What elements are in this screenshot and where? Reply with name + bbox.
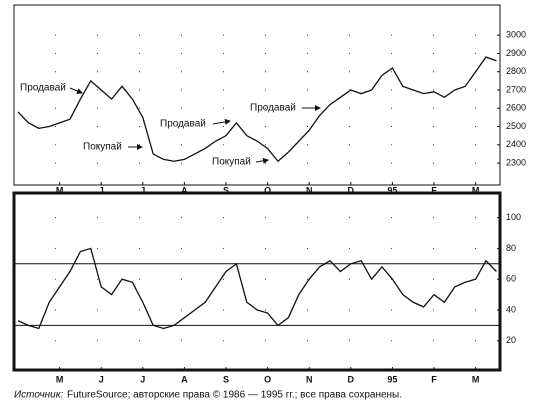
arrows (69, 87, 321, 164)
x-tick-label: D (348, 374, 355, 384)
x-tick-label: M (472, 185, 480, 195)
annotation: Покупай (83, 142, 122, 153)
x-tick-label: M (472, 374, 480, 384)
x-tick-label: J (140, 185, 145, 195)
y-tick-label: 40 (506, 304, 516, 314)
y-tick-label: 2700 (506, 84, 526, 94)
x-tick-label: D (348, 185, 355, 195)
y-tick-label: 3000 (506, 30, 526, 40)
y-tick-label: 80 (506, 243, 516, 253)
x-tick-label: M (56, 374, 64, 384)
x-tick-label: O (264, 374, 271, 384)
x-tick-label: S (223, 185, 229, 195)
x-tick-label: 95 (387, 374, 397, 384)
bottom-panel (12, 191, 502, 372)
annotation: Продавай (250, 103, 296, 114)
annotation: Покупай (212, 157, 251, 168)
x-tick-label: J (140, 374, 145, 384)
x-tick-label: S (223, 374, 229, 384)
y-tick-label: 2900 (506, 48, 526, 58)
x-tick-label: A (181, 374, 188, 384)
y-tick-label: 2600 (506, 103, 526, 113)
annotation: Продавай (20, 83, 66, 94)
y-tick-label: 60 (506, 274, 516, 284)
top-panel (13, 4, 501, 186)
x-tick-label: O (264, 185, 271, 195)
y-tick-label: 2400 (506, 139, 526, 149)
series-line (17, 247, 497, 330)
x-tick-label: 95 (387, 185, 397, 195)
x-tick-label: N (306, 185, 313, 195)
y-tick-label: 20 (506, 335, 516, 345)
x-tick-label: F (431, 185, 437, 195)
source-text: FutureSource; авторские права © 1986 — 1… (67, 390, 402, 401)
x-tick-label: F (431, 374, 437, 384)
y-tick-label: 2500 (506, 121, 526, 131)
series-line (17, 56, 497, 163)
y-tick-label: 2300 (506, 157, 526, 167)
x-tick-label: M (56, 185, 64, 195)
x-tick-label: J (99, 374, 104, 384)
x-tick-label: A (181, 185, 188, 195)
x-tick-label: N (306, 374, 313, 384)
source-label: Источник: (14, 390, 63, 401)
annotation: Продавай (160, 119, 206, 130)
x-tick-label: J (99, 185, 104, 195)
y-tick-label: 100 (506, 212, 521, 222)
y-tick-label: 2800 (506, 66, 526, 76)
